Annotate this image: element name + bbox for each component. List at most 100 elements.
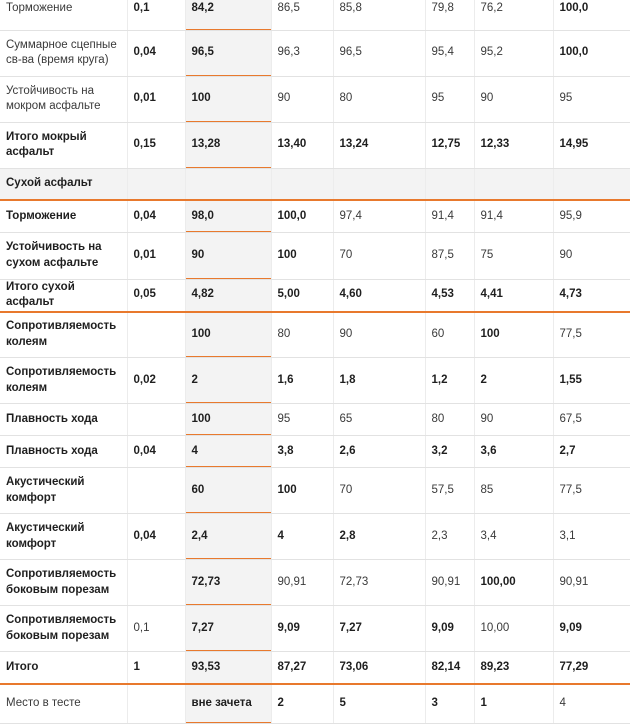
- tire-1-cell: 87,27: [271, 651, 334, 685]
- tire-4-cell: [474, 168, 554, 201]
- reference-cell: 4: [185, 435, 272, 468]
- criterion-cell: Суммарное сцепные св-ва (время круга): [0, 30, 128, 77]
- tire-2-cell: 90: [333, 311, 426, 358]
- tire-5-cell: 77,29: [553, 651, 630, 685]
- reference-cell: [185, 168, 272, 201]
- tire-3-cell: 57,5: [425, 467, 475, 514]
- tire-3-cell: 60: [425, 311, 475, 358]
- tire-4-cell: 100,00: [474, 559, 554, 606]
- tire-5-cell: 95,9: [553, 200, 630, 233]
- table-row: Итого сухой асфальт 0,05 4,82 5,00 4,60 4,53 4…: [0, 279, 630, 313]
- tire-5-cell: 95: [553, 76, 630, 123]
- tire-4-cell: 76,2: [474, 0, 554, 31]
- criterion-cell: Торможение: [0, 200, 128, 233]
- tire-1-cell: 13,40: [271, 122, 334, 169]
- table-row: Сопротивляемость боковым порезам 72,73 90,…: [0, 559, 630, 606]
- criterion-cell: Сопротивляемость боковым порезам: [0, 605, 128, 652]
- tire-3-cell: 91,4: [425, 200, 475, 233]
- tire-5-cell: 67,5: [553, 403, 630, 436]
- tire-4-cell: 10,00: [474, 605, 554, 652]
- criterion-cell: Акустический комфорт: [0, 513, 128, 560]
- tire-2-cell: 13,24: [333, 122, 426, 169]
- weight-cell: 0,04: [127, 435, 186, 468]
- tire-4-cell: 91,4: [474, 200, 554, 233]
- tire-4-cell: 75: [474, 232, 554, 280]
- tire-4-cell: 1: [474, 683, 554, 724]
- tire-5-cell: 100,0: [553, 30, 630, 77]
- tire-1-cell: 4: [271, 513, 334, 560]
- tire-1-cell: 96,3: [271, 30, 334, 77]
- table-row: Акустический комфорт 0,04 2,4 4 2,8 2,3 3,4 3,1: [0, 513, 630, 560]
- tire-5-cell: 1,55: [553, 357, 630, 404]
- tire-1-cell: [271, 168, 334, 201]
- tire-5-cell: 14,95: [553, 122, 630, 169]
- tire-3-cell: 79,8: [425, 0, 475, 31]
- criterion-cell: Акустический комфорт: [0, 467, 128, 514]
- criterion-cell: Сухой асфальт: [0, 168, 128, 201]
- tire-5-cell: 77,5: [553, 467, 630, 514]
- weight-cell: 0,1: [127, 605, 186, 652]
- tire-1-cell: 5,00: [271, 279, 334, 313]
- tire-2-cell: 65: [333, 403, 426, 436]
- criterion-cell: Устойчивость на мокром асфальте: [0, 76, 128, 123]
- weight-cell: 0,1: [127, 0, 186, 31]
- tire-5-cell: 9,09: [553, 605, 630, 652]
- criterion-cell: Итого сухой асфальт: [0, 279, 128, 313]
- weight-cell: [127, 683, 186, 724]
- table-row: Торможение 0,1 84,2 86,5 85,8 79,8 76,2 100,0: [0, 0, 630, 31]
- tire-5-cell: 100,0: [553, 0, 630, 31]
- tire-3-cell: [425, 168, 475, 201]
- tire-4-cell: 12,33: [474, 122, 554, 169]
- table-row: Сопротивляемость колеям 100 80 90 60 100 77,5: [0, 311, 630, 358]
- criterion-cell: Плавность хода: [0, 403, 128, 436]
- tire-4-cell: 85: [474, 467, 554, 514]
- tire-2-cell: 72,73: [333, 559, 426, 606]
- tire-3-cell: 12,75: [425, 122, 475, 169]
- table-row: Плавность хода 100 95 65 80 90 67,5: [0, 403, 630, 436]
- reference-cell: 98,0: [185, 200, 272, 233]
- tire-3-cell: 3: [425, 683, 475, 724]
- tire-3-cell: 4,53: [425, 279, 475, 313]
- tire-5-cell: 2,7: [553, 435, 630, 468]
- reference-cell: 4,82: [185, 279, 272, 313]
- table-row: Плавность хода 0,04 4 3,8 2,6 3,2 3,6 2,7: [0, 435, 630, 468]
- tire-3-cell: 95,4: [425, 30, 475, 77]
- weight-cell: 0,04: [127, 30, 186, 77]
- tire-2-cell: 1,8: [333, 357, 426, 404]
- tire-3-cell: 87,5: [425, 232, 475, 280]
- tire-5-cell: 4: [553, 683, 630, 724]
- weight-cell: 0,04: [127, 513, 186, 560]
- tire-1-cell: 1,6: [271, 357, 334, 404]
- table-row: Устойчивость на сухом асфальте 0,01 90 100 7…: [0, 232, 630, 280]
- tire-4-cell: 90: [474, 403, 554, 436]
- tire-1-cell: 80: [271, 311, 334, 358]
- reference-cell: 96,5: [185, 30, 272, 77]
- criterion-cell: Торможение: [0, 0, 128, 31]
- reference-cell: 90: [185, 232, 272, 280]
- weight-cell: 0,04: [127, 200, 186, 233]
- tire-3-cell: 9,09: [425, 605, 475, 652]
- tire-5-cell: 90: [553, 232, 630, 280]
- table-row: Сухой асфальт: [0, 168, 630, 201]
- tire-3-cell: 2,3: [425, 513, 475, 560]
- weight-cell: 0,05: [127, 279, 186, 313]
- tire-1-cell: 95: [271, 403, 334, 436]
- tire-5-cell: 4,73: [553, 279, 630, 313]
- tire-2-cell: 5: [333, 683, 426, 724]
- tire-5-cell: 3,1: [553, 513, 630, 560]
- criterion-cell: Сопротивляемость колеям: [0, 357, 128, 404]
- reference-cell: вне зачета: [185, 683, 272, 724]
- tire-2-cell: 70: [333, 467, 426, 514]
- tire-2-cell: 2,8: [333, 513, 426, 560]
- reference-cell: 100: [185, 311, 272, 358]
- reference-cell: 84,2: [185, 0, 272, 31]
- tire-2-cell: 96,5: [333, 30, 426, 77]
- reference-cell: 2: [185, 357, 272, 404]
- tire-2-cell: 4,60: [333, 279, 426, 313]
- table-row: Итого мокрый асфальт 0,15 13,28 13,40 13,24 1…: [0, 122, 630, 169]
- tire-2-cell: 7,27: [333, 605, 426, 652]
- criterion-cell: Место в тесте: [0, 683, 128, 724]
- table-row: Устойчивость на мокром асфальте 0,01 100 90…: [0, 76, 630, 123]
- tire-1-cell: 9,09: [271, 605, 334, 652]
